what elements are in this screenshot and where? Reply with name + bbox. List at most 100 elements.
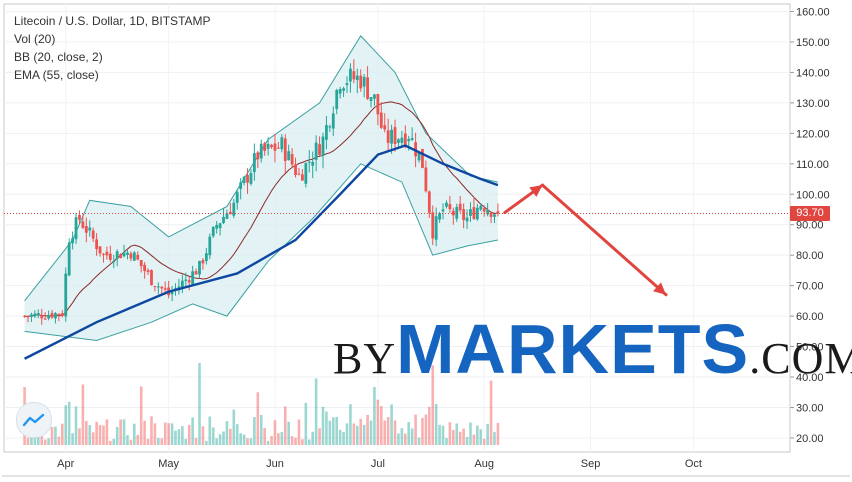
x-tick-label: Jun bbox=[266, 458, 284, 470]
candle-body bbox=[211, 226, 215, 237]
volume-bar bbox=[105, 419, 109, 445]
volume-bar bbox=[184, 438, 188, 445]
volume-bar bbox=[307, 439, 311, 445]
candle-body bbox=[259, 143, 263, 159]
candle-body bbox=[321, 136, 325, 156]
volume-bar bbox=[414, 414, 417, 445]
candle-body bbox=[54, 313, 57, 319]
candle-body bbox=[482, 208, 486, 212]
candle-body bbox=[235, 192, 239, 203]
legend-ema: EMA (55, close) bbox=[14, 68, 99, 82]
volume-bar bbox=[119, 419, 122, 445]
volume-bar bbox=[441, 425, 445, 445]
volume-bar bbox=[167, 423, 170, 445]
candle-body bbox=[448, 204, 452, 210]
y-tick-label: 150.00 bbox=[796, 37, 830, 49]
candle-body bbox=[486, 210, 490, 215]
candle-body bbox=[222, 216, 225, 223]
candle-body bbox=[43, 318, 47, 320]
candle-body bbox=[318, 144, 321, 155]
volume-bar bbox=[225, 421, 229, 445]
volume-bar bbox=[311, 431, 314, 445]
y-tick-label: 70.00 bbox=[796, 281, 824, 293]
tradingview-logo-icon[interactable] bbox=[16, 402, 52, 438]
candle-body bbox=[136, 254, 140, 260]
candle-body bbox=[187, 280, 191, 283]
candle-body bbox=[366, 77, 369, 99]
volume-bar bbox=[297, 419, 301, 445]
volume-bar bbox=[335, 416, 339, 445]
volume-bar bbox=[239, 433, 242, 445]
candle-body bbox=[81, 221, 85, 228]
candle-body bbox=[153, 286, 157, 288]
candle-body bbox=[331, 113, 335, 129]
bollinger-lower bbox=[24, 163, 499, 341]
candle-body bbox=[84, 226, 88, 233]
volume-bar bbox=[229, 428, 232, 445]
candle-body bbox=[160, 286, 164, 289]
volume-bar bbox=[112, 438, 116, 445]
candle-body bbox=[311, 161, 315, 166]
candle-body bbox=[60, 313, 64, 316]
candle-body bbox=[301, 174, 304, 181]
candle-body bbox=[266, 143, 270, 149]
candle-body bbox=[390, 129, 393, 144]
volume-bar bbox=[136, 434, 140, 445]
y-tick-label: 20.00 bbox=[796, 433, 824, 445]
volume-bar bbox=[150, 416, 153, 445]
volume-bar bbox=[283, 406, 287, 445]
x-tick-label: Sep bbox=[581, 458, 601, 470]
volume-bar bbox=[383, 420, 387, 445]
candle-body bbox=[328, 126, 332, 128]
volume-bar bbox=[256, 392, 260, 445]
volume-bar bbox=[270, 435, 273, 445]
candle-body bbox=[362, 76, 366, 87]
volume-bar bbox=[37, 435, 40, 445]
candle-body bbox=[30, 314, 33, 317]
y-tick-label: 110.00 bbox=[796, 159, 829, 171]
candle-body bbox=[119, 254, 123, 259]
chart-legend: Litecoin / U.S. Dollar, 1D, BITSTAMP Vol… bbox=[14, 12, 211, 84]
candle-body bbox=[383, 125, 387, 130]
candle-body bbox=[122, 252, 126, 257]
candle-body bbox=[417, 153, 421, 161]
candle-body bbox=[345, 83, 349, 86]
volume-bar bbox=[486, 423, 489, 445]
candle-body bbox=[139, 259, 143, 267]
volume-bar bbox=[126, 435, 129, 445]
volume-bar bbox=[366, 414, 369, 445]
y-tick-label: 30.00 bbox=[796, 402, 824, 414]
candle-body bbox=[455, 207, 459, 219]
candle-body bbox=[239, 182, 243, 189]
y-tick-label: 130.00 bbox=[796, 98, 830, 110]
volume-bar bbox=[222, 431, 225, 445]
candle-body bbox=[451, 210, 455, 216]
candle-body bbox=[156, 286, 160, 288]
volume-bar bbox=[352, 423, 356, 445]
volume-bar bbox=[287, 421, 290, 445]
ema-line bbox=[24, 144, 499, 360]
volume-bar bbox=[109, 440, 112, 445]
candle-body bbox=[108, 253, 112, 260]
volume-bar bbox=[208, 416, 212, 445]
candle-body bbox=[150, 270, 153, 286]
volume-bar bbox=[40, 430, 44, 445]
volume-bar bbox=[277, 433, 280, 445]
candle-body bbox=[379, 112, 383, 128]
volume-bar bbox=[301, 439, 304, 445]
forecast-arrow-2 bbox=[541, 183, 668, 297]
candle-body bbox=[342, 88, 345, 91]
volume-bar bbox=[177, 429, 181, 445]
volume-bar bbox=[91, 432, 95, 445]
volume-bar bbox=[373, 386, 376, 445]
candle-body bbox=[287, 151, 291, 161]
candle-body bbox=[115, 251, 119, 259]
volume-bar bbox=[321, 406, 325, 445]
volume-bar bbox=[328, 420, 332, 445]
volume-bar bbox=[390, 404, 393, 445]
candle-body bbox=[469, 209, 472, 216]
volume-bar bbox=[181, 426, 184, 445]
volume-bar bbox=[81, 384, 85, 445]
